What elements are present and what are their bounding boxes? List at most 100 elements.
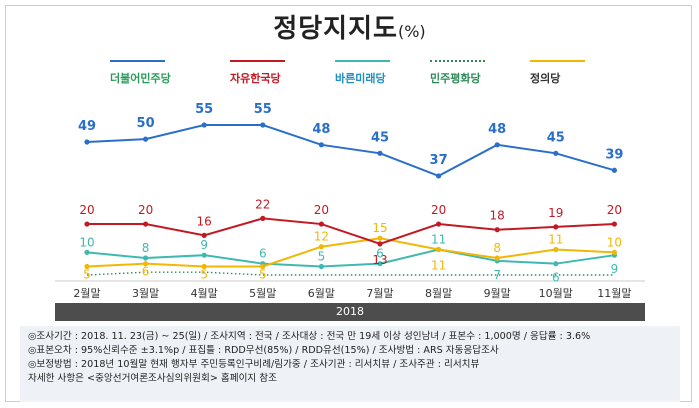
x-tick-label: 6월말 [308,287,335,300]
data-point [553,224,559,230]
legend-label: 자유한국당 [230,72,281,85]
data-point [260,263,266,270]
series-line [86,124,615,178]
data-point [553,150,559,156]
x-tick-label: 7월말 [366,287,393,300]
series-line [86,271,615,276]
note-line: ◎표본오차 : 95%신뢰수준 ±3.1%p / 표집틀 : RDD무선(85%… [28,345,499,356]
legend-item-bareun: 바른미래당 [335,60,390,86]
data-point [84,263,90,270]
data-point [318,263,324,270]
data-label: 15 [372,221,387,235]
data-label: 20 [79,203,94,217]
data-label: 5 [83,268,91,282]
data-label: 13 [372,253,387,267]
data-label: 19 [548,206,563,220]
data-label: 8 [493,241,501,255]
data-label: 6 [376,247,384,261]
x-tick-label: 11월말 [597,287,631,300]
data-label: 39 [605,147,623,162]
data-label: 5 [200,268,208,282]
data-label: 20 [138,203,153,217]
data-label: 49 [78,119,96,134]
legend-item-justice: 정의당 [530,60,585,86]
legend-swatch [230,60,285,62]
chart-title: 정당지지도 [273,14,398,44]
data-point [143,136,149,142]
data-label: 50 [137,116,155,131]
legend-label: 바른미래당 [335,72,386,85]
data-point [260,122,266,128]
data-label: 11 [431,233,446,247]
data-point [201,252,207,258]
data-point [84,139,90,145]
data-label: 5 [259,268,267,282]
data-label: 9 [611,262,619,276]
note-line: ◎조사기간 : 2018. 11. 23(금) ~ 25(일) / 조사지역 :… [28,331,591,342]
data-label: 18 [490,209,505,223]
data-label: 48 [488,122,506,137]
data-label: 11 [431,259,446,273]
data-label: 20 [314,203,329,217]
x-tick-label: 2월말 [73,287,100,300]
chart-unit: (%) [397,22,426,41]
data-label: 10 [79,235,94,249]
title-block: 정당지지도(%) [0,8,699,45]
data-label: 5 [318,250,326,264]
legend-item-minjoo: 더불어민주당 [110,60,171,86]
data-point [201,232,207,238]
data-label: 45 [547,130,565,145]
data-point [143,261,149,267]
series-line [86,248,615,268]
data-label: 6 [259,247,267,261]
data-point [377,235,383,241]
data-point [377,261,383,267]
x-tick-label: 8월말 [425,287,452,300]
data-label: 9 [200,238,208,252]
data-point [436,173,442,179]
note-line: ◎보정방법 : 2018년 10월말 현재 행자부 주민등록인구비례/림가중 /… [28,359,480,370]
legend-item-liberty: 자유한국당 [230,60,285,86]
legend-label: 민주평화당 [430,72,481,85]
legend-swatch [110,60,165,62]
data-point [201,122,207,128]
data-point [143,221,149,227]
x-tick-label: 9월말 [484,287,511,300]
data-point [553,246,559,253]
data-label: 20 [431,203,446,217]
data-label: 6 [552,271,560,285]
data-point [611,249,618,255]
legend-swatch [530,60,585,62]
x-tick-label: 3월말 [132,287,159,300]
data-point [84,249,90,255]
legend-swatch [335,60,390,62]
data-label: 16 [197,214,212,228]
data-label: 55 [254,102,272,117]
data-label: 10 [607,235,622,249]
data-label: 37 [430,153,448,168]
x-tick-label: 10월말 [539,287,573,300]
data-point [553,261,559,267]
note-line: 자세한 사항은 <중앙선거여론조사심의위원회> 홈페이지 참조 [28,373,277,384]
data-point [436,221,442,227]
data-point [84,221,90,227]
legend: 더불어민주당 자유한국당 바른미래당 민주평화당 정의당 [110,60,590,100]
data-point [143,255,149,261]
x-tick-label: 5월말 [249,287,276,300]
legend-label: 정의당 [530,72,561,85]
data-point [611,167,618,173]
data-point [318,221,324,227]
x-tick-label: 4월말 [191,287,218,300]
data-point [436,246,442,253]
data-label: 45 [371,130,389,145]
data-point [260,215,266,221]
data-point [201,263,207,270]
data-point [377,150,383,156]
data-point [611,221,618,227]
data-label: 20 [607,203,622,217]
data-point [318,142,324,148]
data-label: 11 [548,233,563,247]
data-point [494,255,500,261]
data-label: 12 [314,230,329,244]
